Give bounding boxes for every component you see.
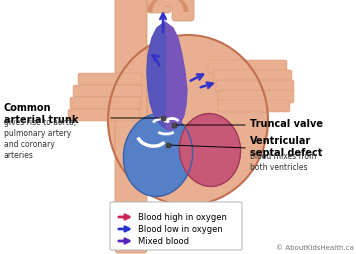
FancyBboxPatch shape xyxy=(218,100,290,112)
Bar xyxy=(172,123,176,127)
Text: Ventricular
septal defect: Ventricular septal defect xyxy=(250,136,323,158)
Polygon shape xyxy=(147,22,187,130)
FancyBboxPatch shape xyxy=(208,60,287,73)
FancyBboxPatch shape xyxy=(70,97,141,109)
Text: Blood low in oxygen: Blood low in oxygen xyxy=(138,225,223,233)
Text: Blood high in oxygen: Blood high in oxygen xyxy=(138,213,227,221)
Text: blood mixes from
both ventricles: blood mixes from both ventricles xyxy=(250,152,316,172)
FancyBboxPatch shape xyxy=(78,73,142,85)
Ellipse shape xyxy=(124,114,192,196)
Polygon shape xyxy=(147,22,165,128)
Bar xyxy=(166,143,170,147)
FancyBboxPatch shape xyxy=(147,0,171,13)
FancyBboxPatch shape xyxy=(213,70,292,83)
FancyBboxPatch shape xyxy=(216,80,294,93)
Text: gives rise to aorta,
pulmonary artery
and coronary
arteries: gives rise to aorta, pulmonary artery an… xyxy=(4,118,76,160)
Text: Mixed blood: Mixed blood xyxy=(138,236,189,246)
Ellipse shape xyxy=(109,36,267,204)
FancyBboxPatch shape xyxy=(110,202,242,250)
FancyBboxPatch shape xyxy=(115,0,147,253)
Ellipse shape xyxy=(180,114,240,186)
Bar xyxy=(161,116,165,120)
Text: © AboutKidsHealth.ca: © AboutKidsHealth.ca xyxy=(276,245,354,251)
Wedge shape xyxy=(153,0,183,12)
FancyBboxPatch shape xyxy=(68,109,140,121)
FancyBboxPatch shape xyxy=(218,90,294,103)
FancyBboxPatch shape xyxy=(73,85,142,97)
Text: Common
arterial trunk: Common arterial trunk xyxy=(4,103,79,125)
FancyBboxPatch shape xyxy=(172,0,194,21)
Text: Truncal valve: Truncal valve xyxy=(250,119,323,129)
